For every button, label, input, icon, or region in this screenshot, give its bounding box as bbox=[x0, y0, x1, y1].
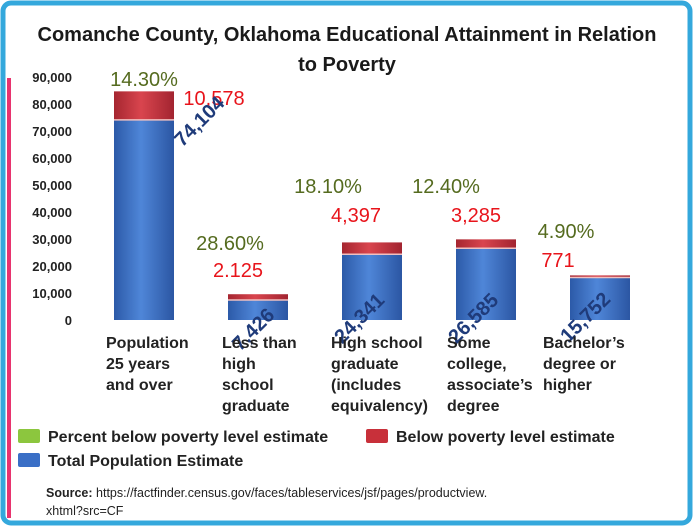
bar-total-population bbox=[570, 277, 630, 320]
category-label-line: Some bbox=[447, 335, 491, 352]
bar-below-poverty bbox=[570, 275, 630, 278]
category-label-line: Less than bbox=[222, 335, 297, 352]
category-label: Less than high school graduate bbox=[222, 333, 297, 417]
category-label-line: associate’s bbox=[447, 377, 533, 394]
y-tick-label: 70,000 bbox=[32, 124, 72, 139]
data-label-below-poverty: 4,397 bbox=[331, 205, 381, 227]
legend-item-below: Below poverty level estimate bbox=[366, 429, 615, 447]
category-label-line: degree bbox=[447, 398, 500, 415]
category-label-line: school bbox=[222, 377, 274, 394]
y-tick-label: 40,000 bbox=[32, 205, 72, 220]
source-url-cont: xhtml?src=CF bbox=[46, 504, 124, 518]
data-label-percent: 12.40% bbox=[412, 176, 480, 198]
category-label-line: (includes bbox=[331, 377, 402, 394]
bar-below-poverty bbox=[456, 239, 516, 249]
data-label-percent: 18.10% bbox=[294, 176, 362, 198]
data-label-percent: 28.60% bbox=[196, 233, 264, 255]
bar-total-population bbox=[228, 299, 288, 320]
bar-total-population bbox=[342, 254, 402, 320]
y-tick-label: 20,000 bbox=[32, 259, 72, 274]
category-label-line: Population bbox=[106, 335, 189, 352]
category-label-line: higher bbox=[543, 377, 592, 394]
legend-label-below: Below poverty level estimate bbox=[396, 429, 615, 446]
y-tick-label: 10,000 bbox=[32, 286, 72, 301]
y-tick-label: 50,000 bbox=[32, 178, 72, 193]
legend-swatch-total bbox=[18, 453, 40, 467]
category-label-line: High school bbox=[331, 335, 423, 352]
data-label-below-poverty: 10,578 bbox=[183, 88, 244, 110]
y-tick-label: 30,000 bbox=[32, 232, 72, 247]
category-label-line: college, bbox=[447, 356, 507, 373]
bar-total-population bbox=[456, 248, 516, 320]
source-note: Source: https://factfinder.census.gov/fa… bbox=[46, 484, 606, 520]
category-label-line: and over bbox=[106, 377, 173, 394]
legend-label-total: Total Population Estimate bbox=[48, 453, 244, 470]
category-label-line: degree or bbox=[543, 356, 616, 373]
data-label-below-poverty: 3,285 bbox=[451, 205, 501, 227]
data-label-percent: 14.30% bbox=[110, 69, 178, 91]
category-label: High school graduate (includes equivalency) bbox=[331, 333, 428, 417]
source-label: Source: bbox=[46, 486, 93, 500]
category-label: Population 25 years and over bbox=[106, 333, 189, 396]
y-tick-label: 0 bbox=[65, 313, 72, 328]
chart-title: Comanche County, Oklahoma Educational At… bbox=[37, 24, 657, 76]
legend-item-total: Total Population Estimate bbox=[18, 453, 243, 471]
y-tick-label: 90,000 bbox=[32, 70, 72, 85]
category-label-line: 25 years bbox=[106, 356, 171, 373]
category-label-line: high bbox=[222, 356, 256, 373]
source-url: https://factfinder.census.gov/faces/tabl… bbox=[96, 486, 488, 500]
data-label-below-poverty: 2.125 bbox=[213, 260, 263, 282]
category-label-line: Bachelor’s bbox=[543, 335, 625, 352]
bar-below-poverty bbox=[114, 91, 174, 120]
category-label: Some college, associate’s degree bbox=[447, 333, 533, 417]
category-label: Bachelor’s degree or higher bbox=[543, 333, 625, 396]
legend-item-percent: Percent below poverty level estimate bbox=[18, 429, 328, 447]
category-label-line: equivalency) bbox=[331, 398, 428, 415]
bar-below-poverty bbox=[228, 294, 288, 300]
category-label-line: graduate bbox=[222, 398, 290, 415]
data-label-below-poverty: 771 bbox=[541, 250, 574, 272]
y-tick-label: 60,000 bbox=[32, 151, 72, 166]
category-label-line: graduate bbox=[331, 356, 399, 373]
bar-total-population bbox=[114, 119, 174, 321]
legend-label-percent: Percent below poverty level estimate bbox=[48, 429, 329, 446]
bar-below-poverty bbox=[342, 242, 402, 255]
y-tick-label: 80,000 bbox=[32, 97, 72, 112]
legend-swatch-below bbox=[366, 429, 388, 443]
legend-swatch-percent bbox=[18, 429, 40, 443]
data-label-percent: 4.90% bbox=[538, 221, 595, 243]
